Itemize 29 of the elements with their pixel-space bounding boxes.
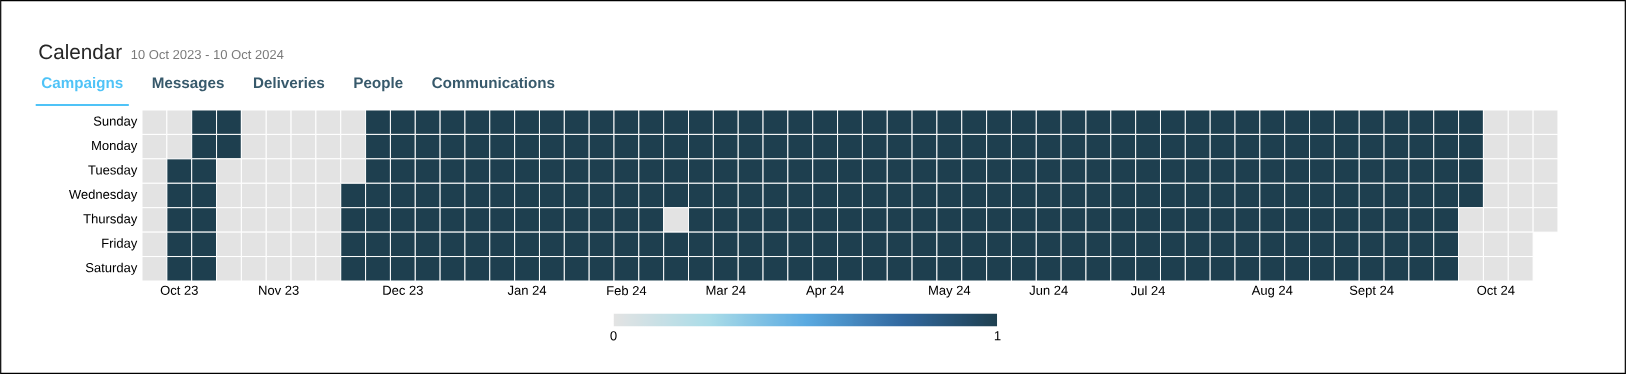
x-tick-label: Feb 24 (607, 285, 647, 296)
x-tick-label: Aug 24 (1251, 285, 1293, 298)
x-tick-label: Oct 24 (1477, 285, 1515, 295)
y-tick-label: Thursday (83, 213, 138, 226)
y-tick-label: Friday (102, 238, 138, 251)
y-tick-label: Tuesday (88, 164, 138, 178)
y-tick-label: Sunday (93, 116, 138, 129)
x-tick-label: Oct 23 (160, 285, 198, 295)
x-tick-label: May 24 (929, 285, 971, 298)
chart-subtitle: 10 Oct 2023 - 10 Oct 2024 (131, 49, 284, 60)
x-tick-label: Dec 23 (383, 285, 423, 295)
text: Communications (432, 76, 555, 89)
x-tick-label: Jun 24 (1029, 285, 1068, 295)
x-tick-label: Apr 24 (806, 285, 844, 298)
x-tick-label: Nov 23 (259, 285, 299, 295)
x-tick-label: Jul 24 (1130, 285, 1166, 296)
text: Campaigns (41, 76, 123, 92)
text: People (354, 76, 403, 92)
text: Messages (152, 77, 224, 92)
color-bar-label: 0 (610, 331, 617, 341)
x-tick-label: Mar 24 (706, 285, 746, 295)
x-tick-label: Sept 24 (1349, 285, 1394, 298)
y-tick-label: Wednesday (68, 189, 138, 202)
chart-title: Calendar (39, 44, 122, 60)
y-tick-label: Saturday (85, 262, 138, 275)
x-tick-label: Jan 24 (507, 285, 547, 295)
y-tick-label: Monday (92, 140, 138, 153)
color-bar-label: 1 (994, 331, 1001, 341)
text: Deliveries (253, 76, 325, 89)
